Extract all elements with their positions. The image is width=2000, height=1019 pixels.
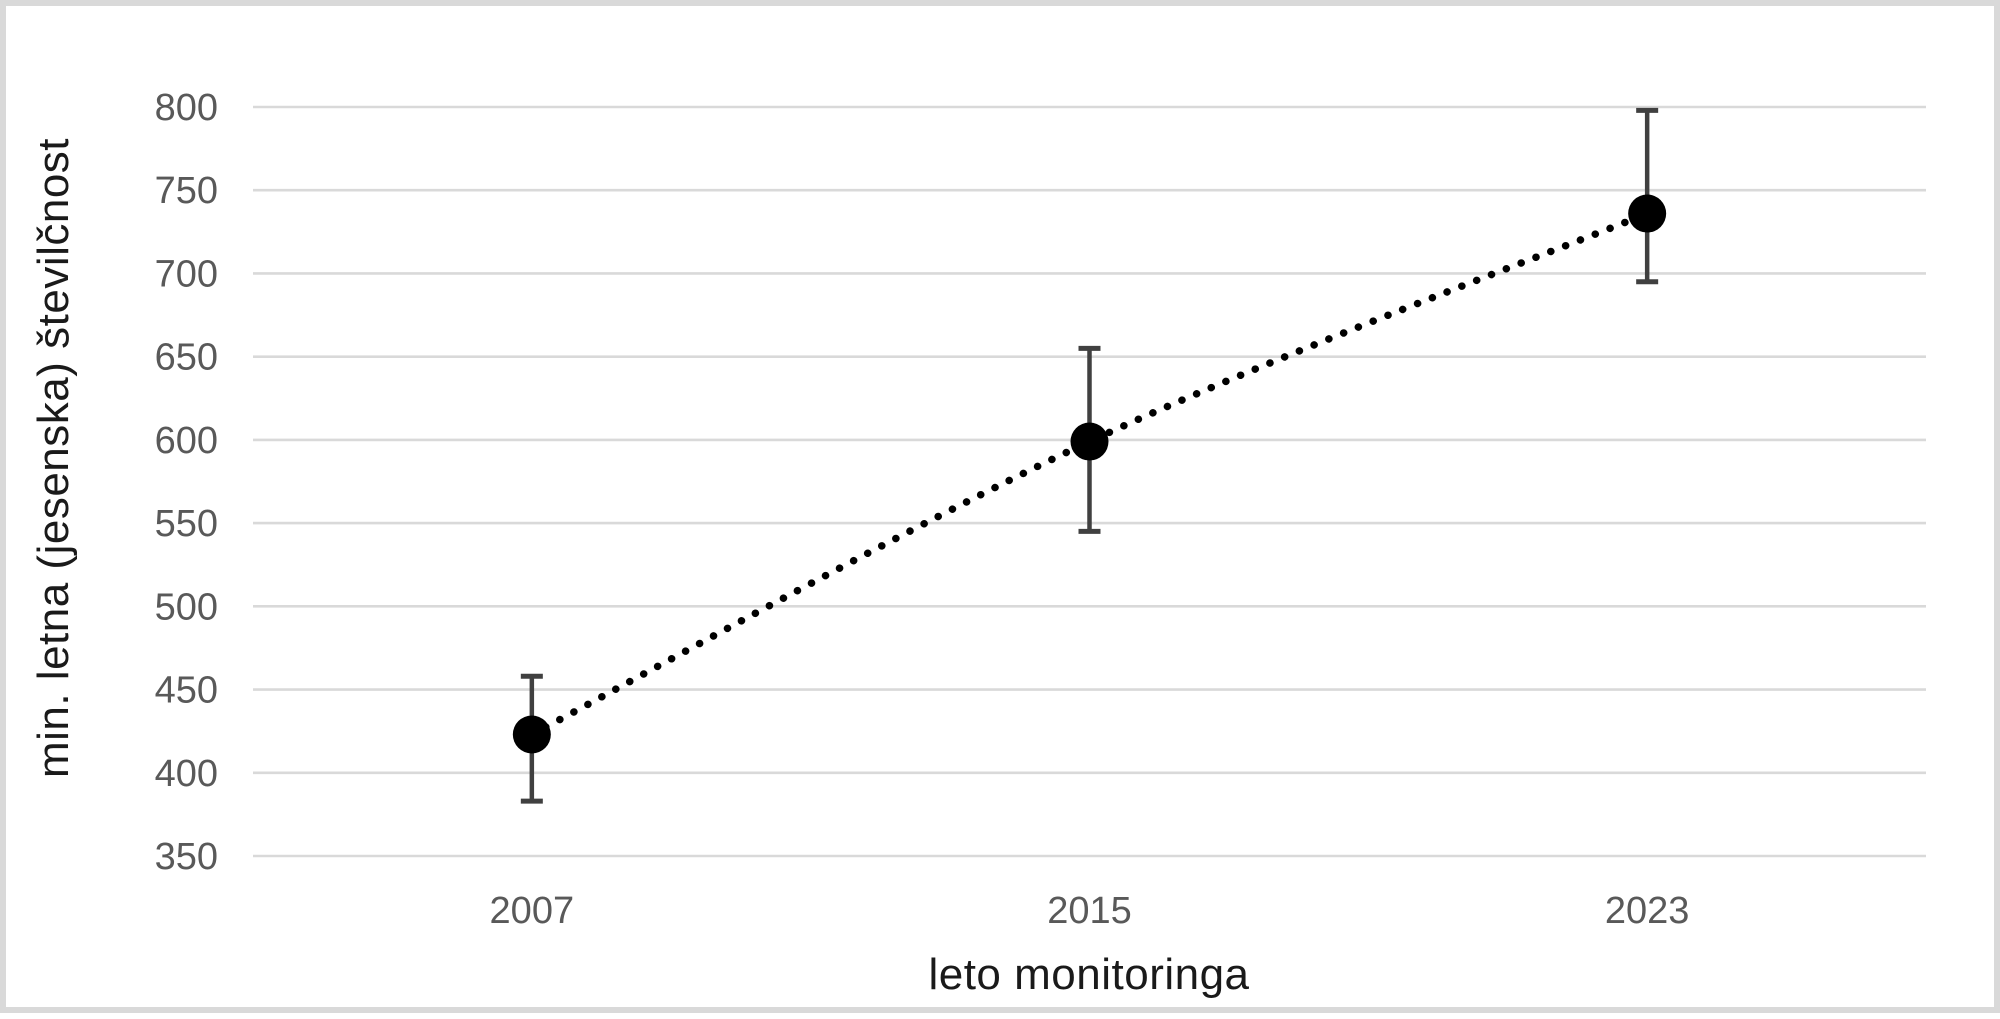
y-tick-label: 550	[155, 503, 218, 545]
y-axis-title: min. letna (jesenska) številčnost	[29, 137, 78, 779]
y-tick-label: 700	[155, 253, 218, 295]
y-tick-label: 650	[155, 337, 218, 379]
y-tick-label: 350	[155, 836, 218, 878]
y-tick-label: 400	[155, 753, 218, 795]
x-tick-label: 2007	[490, 890, 575, 932]
trend-dotted-line	[528, 209, 1651, 739]
y-tick-label: 800	[155, 87, 218, 129]
x-tick-label: 2015	[1047, 890, 1132, 932]
plot-area: 350 400 450 500 550 600 650 700 750 800 2007 2015 20…	[155, 87, 1926, 932]
y-tick-label: 500	[155, 586, 218, 628]
data-point-marker	[1070, 422, 1109, 461]
y-tick-label: 450	[155, 670, 218, 712]
y-tick-label: 750	[155, 170, 218, 212]
data-point-marker	[512, 715, 551, 754]
y-tick-label: 600	[155, 420, 218, 462]
data-point-marker	[1628, 194, 1667, 233]
x-tick-label: 2023	[1605, 890, 1690, 932]
x-axis-title: leto monitoringa	[928, 950, 1250, 999]
